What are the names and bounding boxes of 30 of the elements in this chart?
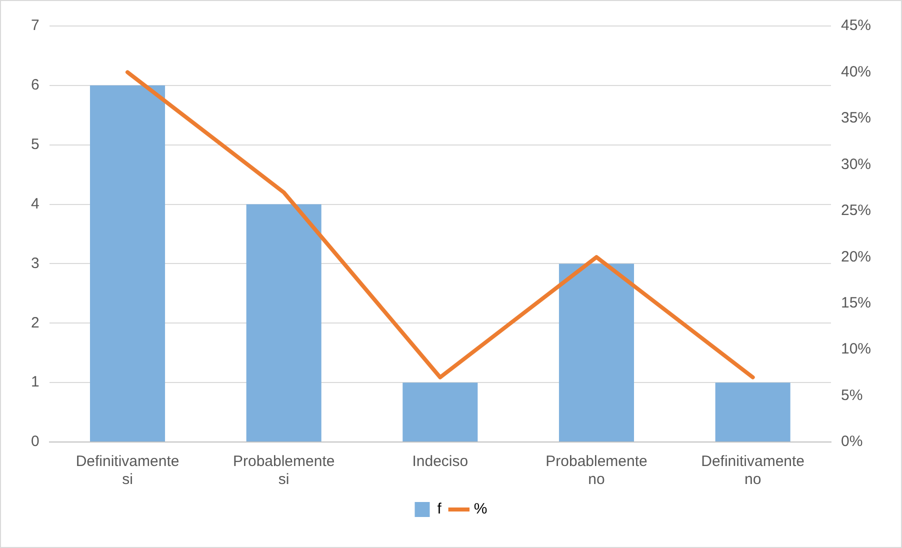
y2-tick-label: 5% xyxy=(840,386,863,404)
x-tick-label: Probablemente no xyxy=(546,453,648,488)
legend-label: % xyxy=(474,500,488,518)
bar xyxy=(246,204,322,442)
y2-tick-label: 0% xyxy=(840,433,863,450)
y2-tick-label: 15% xyxy=(840,294,872,312)
y-tick-label: 5 xyxy=(31,136,40,153)
y-tick-label: 6 xyxy=(31,76,40,94)
y-tick-label: 0 xyxy=(31,433,40,450)
x-tick-label: Definitivamente si xyxy=(76,453,180,488)
y2-tick-label: 10% xyxy=(840,340,872,358)
bar xyxy=(402,382,478,442)
bar xyxy=(90,85,166,442)
y2-tick-label: 30% xyxy=(840,156,872,173)
y-tick-label: 2 xyxy=(31,314,40,332)
y2-tick-label: 45% xyxy=(840,17,872,34)
y-tick-label: 7 xyxy=(31,17,40,34)
x-tick-label: Definitivamente no xyxy=(701,453,805,488)
y2-tick-label: 20% xyxy=(840,248,872,266)
y2-tick-label: 25% xyxy=(840,202,872,220)
y-tick-label: 1 xyxy=(31,374,40,391)
y-tick-label: 3 xyxy=(31,254,40,272)
legend-label: f xyxy=(437,500,442,518)
y-tick-label: 4 xyxy=(31,195,40,212)
y2-tick-label: 40% xyxy=(840,63,872,80)
bar xyxy=(558,264,634,442)
x-tick-label: Probablemente si xyxy=(232,453,335,488)
bar xyxy=(715,382,790,442)
y2-tick-label: 35% xyxy=(840,110,872,127)
x-tick-label: Indeciso xyxy=(412,453,468,470)
